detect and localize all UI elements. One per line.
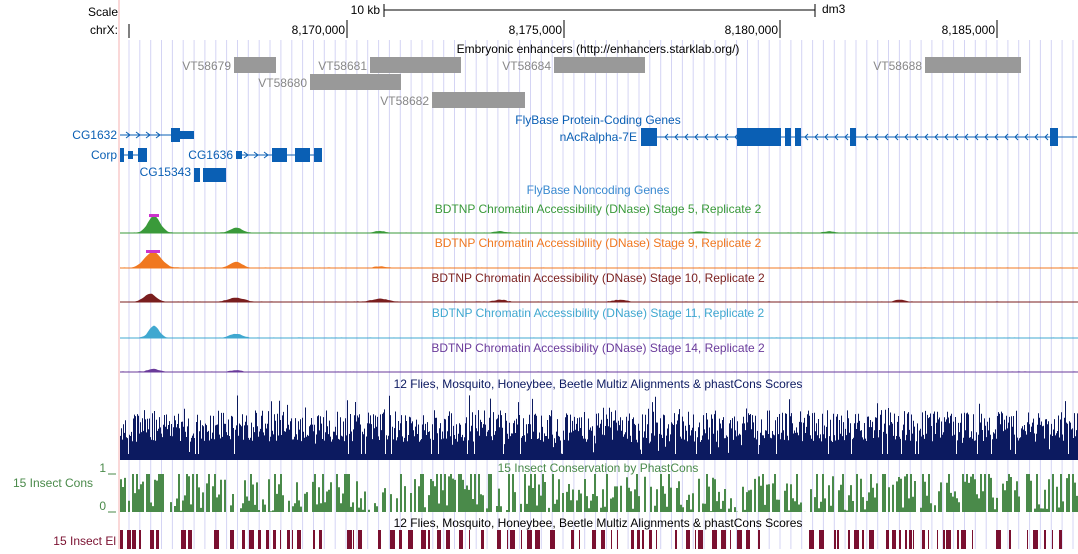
enhancer-label[interactable]: VT58688 <box>873 59 922 73</box>
dnase-track-title: BDTNP Chromatin Accessibility (DNase) St… <box>435 202 762 216</box>
flybase-noncoding-title: FlyBase Noncoding Genes <box>527 183 670 197</box>
enhancer-feature[interactable] <box>925 57 1021 73</box>
gene-label[interactable]: CG15343 <box>140 165 192 179</box>
axis-max-label: 1 <box>99 461 106 475</box>
dnase-stage5-track[interactable]: BDTNP Chromatin Accessibility (DNase) St… <box>120 202 1078 234</box>
dnase-track-title: BDTNP Chromatin Accessibility (DNase) St… <box>431 341 765 355</box>
dnase-signal <box>120 215 1078 233</box>
multiz-track[interactable]: 12 Flies, Mosquito, Honeybee, Beetle Mul… <box>120 377 1078 460</box>
clipped-peak-marker <box>146 250 160 253</box>
phastcons-track[interactable]: 15 Insect Cons 1 0 15 Insect Conservatio… <box>13 461 1078 513</box>
dnase-signal <box>120 251 1078 268</box>
position-label: 8,170,000 <box>292 23 346 37</box>
elements-track[interactable]: 12 Flies, Mosquito, Honeybee, Beetle Mul… <box>53 516 1062 549</box>
multiz-track-title: 12 Flies, Mosquito, Honeybee, Beetle Mul… <box>394 377 803 391</box>
dnase-signal <box>120 293 1078 302</box>
gene-cg15343[interactable] <box>194 168 226 182</box>
enhancer-label[interactable]: VT58679 <box>182 59 231 73</box>
dnase-stage11-track[interactable]: BDTNP Chromatin Accessibility (DNase) St… <box>120 306 1078 339</box>
scale-bar <box>383 4 816 17</box>
chrom-label: chrX: <box>90 23 118 37</box>
gene-cg1636[interactable] <box>236 148 322 162</box>
phastcons-side-label[interactable]: 15 Insect Cons <box>13 476 93 490</box>
enhancers-track-title: Embryonic enhancers (http://enhancers.st… <box>457 42 740 56</box>
multiz-signal <box>120 395 1078 460</box>
enhancer-feature[interactable] <box>370 57 461 73</box>
flybase-coding-title: FlyBase Protein-Coding Genes <box>515 113 680 127</box>
position-ruler: 8,170,000 8,175,000 8,180,000 8,185,000 <box>292 20 998 38</box>
enhancer-label[interactable]: VT58684 <box>502 59 551 73</box>
position-label: 8,175,000 <box>509 23 563 37</box>
dnase-stage14-track[interactable]: BDTNP Chromatin Accessibility (DNase) St… <box>120 341 1078 373</box>
phastcons-signal <box>120 474 1078 512</box>
gene-corp[interactable] <box>120 148 147 162</box>
assembly-label: dm3 <box>822 2 846 16</box>
dnase-track-title: BDTNP Chromatin Accessibility (DNase) St… <box>435 236 762 250</box>
gene-label[interactable]: Corp <box>91 148 117 162</box>
elements-side-label[interactable]: 15 Insect El <box>53 534 116 548</box>
gene-label[interactable]: CG1636 <box>188 148 233 162</box>
enhancer-feature[interactable] <box>234 57 276 73</box>
scale-label: Scale <box>88 5 118 19</box>
enhancers-track[interactable]: Embryonic enhancers (http://enhancers.st… <box>182 42 1021 108</box>
clipped-peak-marker <box>149 214 159 217</box>
enhancer-feature[interactable] <box>432 92 525 108</box>
gene-nacralpha-7e[interactable] <box>641 128 1077 146</box>
dnase-signal <box>120 325 1078 338</box>
gene-label[interactable]: CG1632 <box>72 128 117 142</box>
enhancer-label[interactable]: VT58681 <box>318 59 367 73</box>
flybase-coding-track[interactable]: FlyBase Protein-Coding Genes CG1632 Corp <box>72 113 1077 182</box>
phastcons-track-title: 15 Insect Conservation by PhastCons <box>498 461 699 475</box>
gene-label[interactable]: nAcRalpha-7E <box>560 130 637 144</box>
enhancer-label[interactable]: VT58680 <box>258 76 307 90</box>
scale-bar-label: 10 kb <box>351 3 381 17</box>
dnase-track-title: BDTNP Chromatin Accessibility (DNase) St… <box>431 271 765 285</box>
gene-cg1632[interactable] <box>120 128 194 142</box>
axis-min-label: 0 <box>99 499 106 513</box>
position-label: 8,180,000 <box>725 23 779 37</box>
dnase-stage10-track[interactable]: BDTNP Chromatin Accessibility (DNase) St… <box>120 271 1078 303</box>
dnase-track-title: BDTNP Chromatin Accessibility (DNase) St… <box>432 306 765 320</box>
dnase-stage9-track[interactable]: BDTNP Chromatin Accessibility (DNase) St… <box>120 236 1078 269</box>
elements-track-title: 12 Flies, Mosquito, Honeybee, Beetle Mul… <box>394 516 803 530</box>
grid-lines <box>128 40 1074 549</box>
conserved-elements <box>120 530 1062 549</box>
enhancer-label[interactable]: VT58682 <box>380 94 429 108</box>
position-label: 8,185,000 <box>942 23 996 37</box>
enhancer-feature[interactable] <box>310 74 401 90</box>
enhancer-feature[interactable] <box>554 57 645 73</box>
